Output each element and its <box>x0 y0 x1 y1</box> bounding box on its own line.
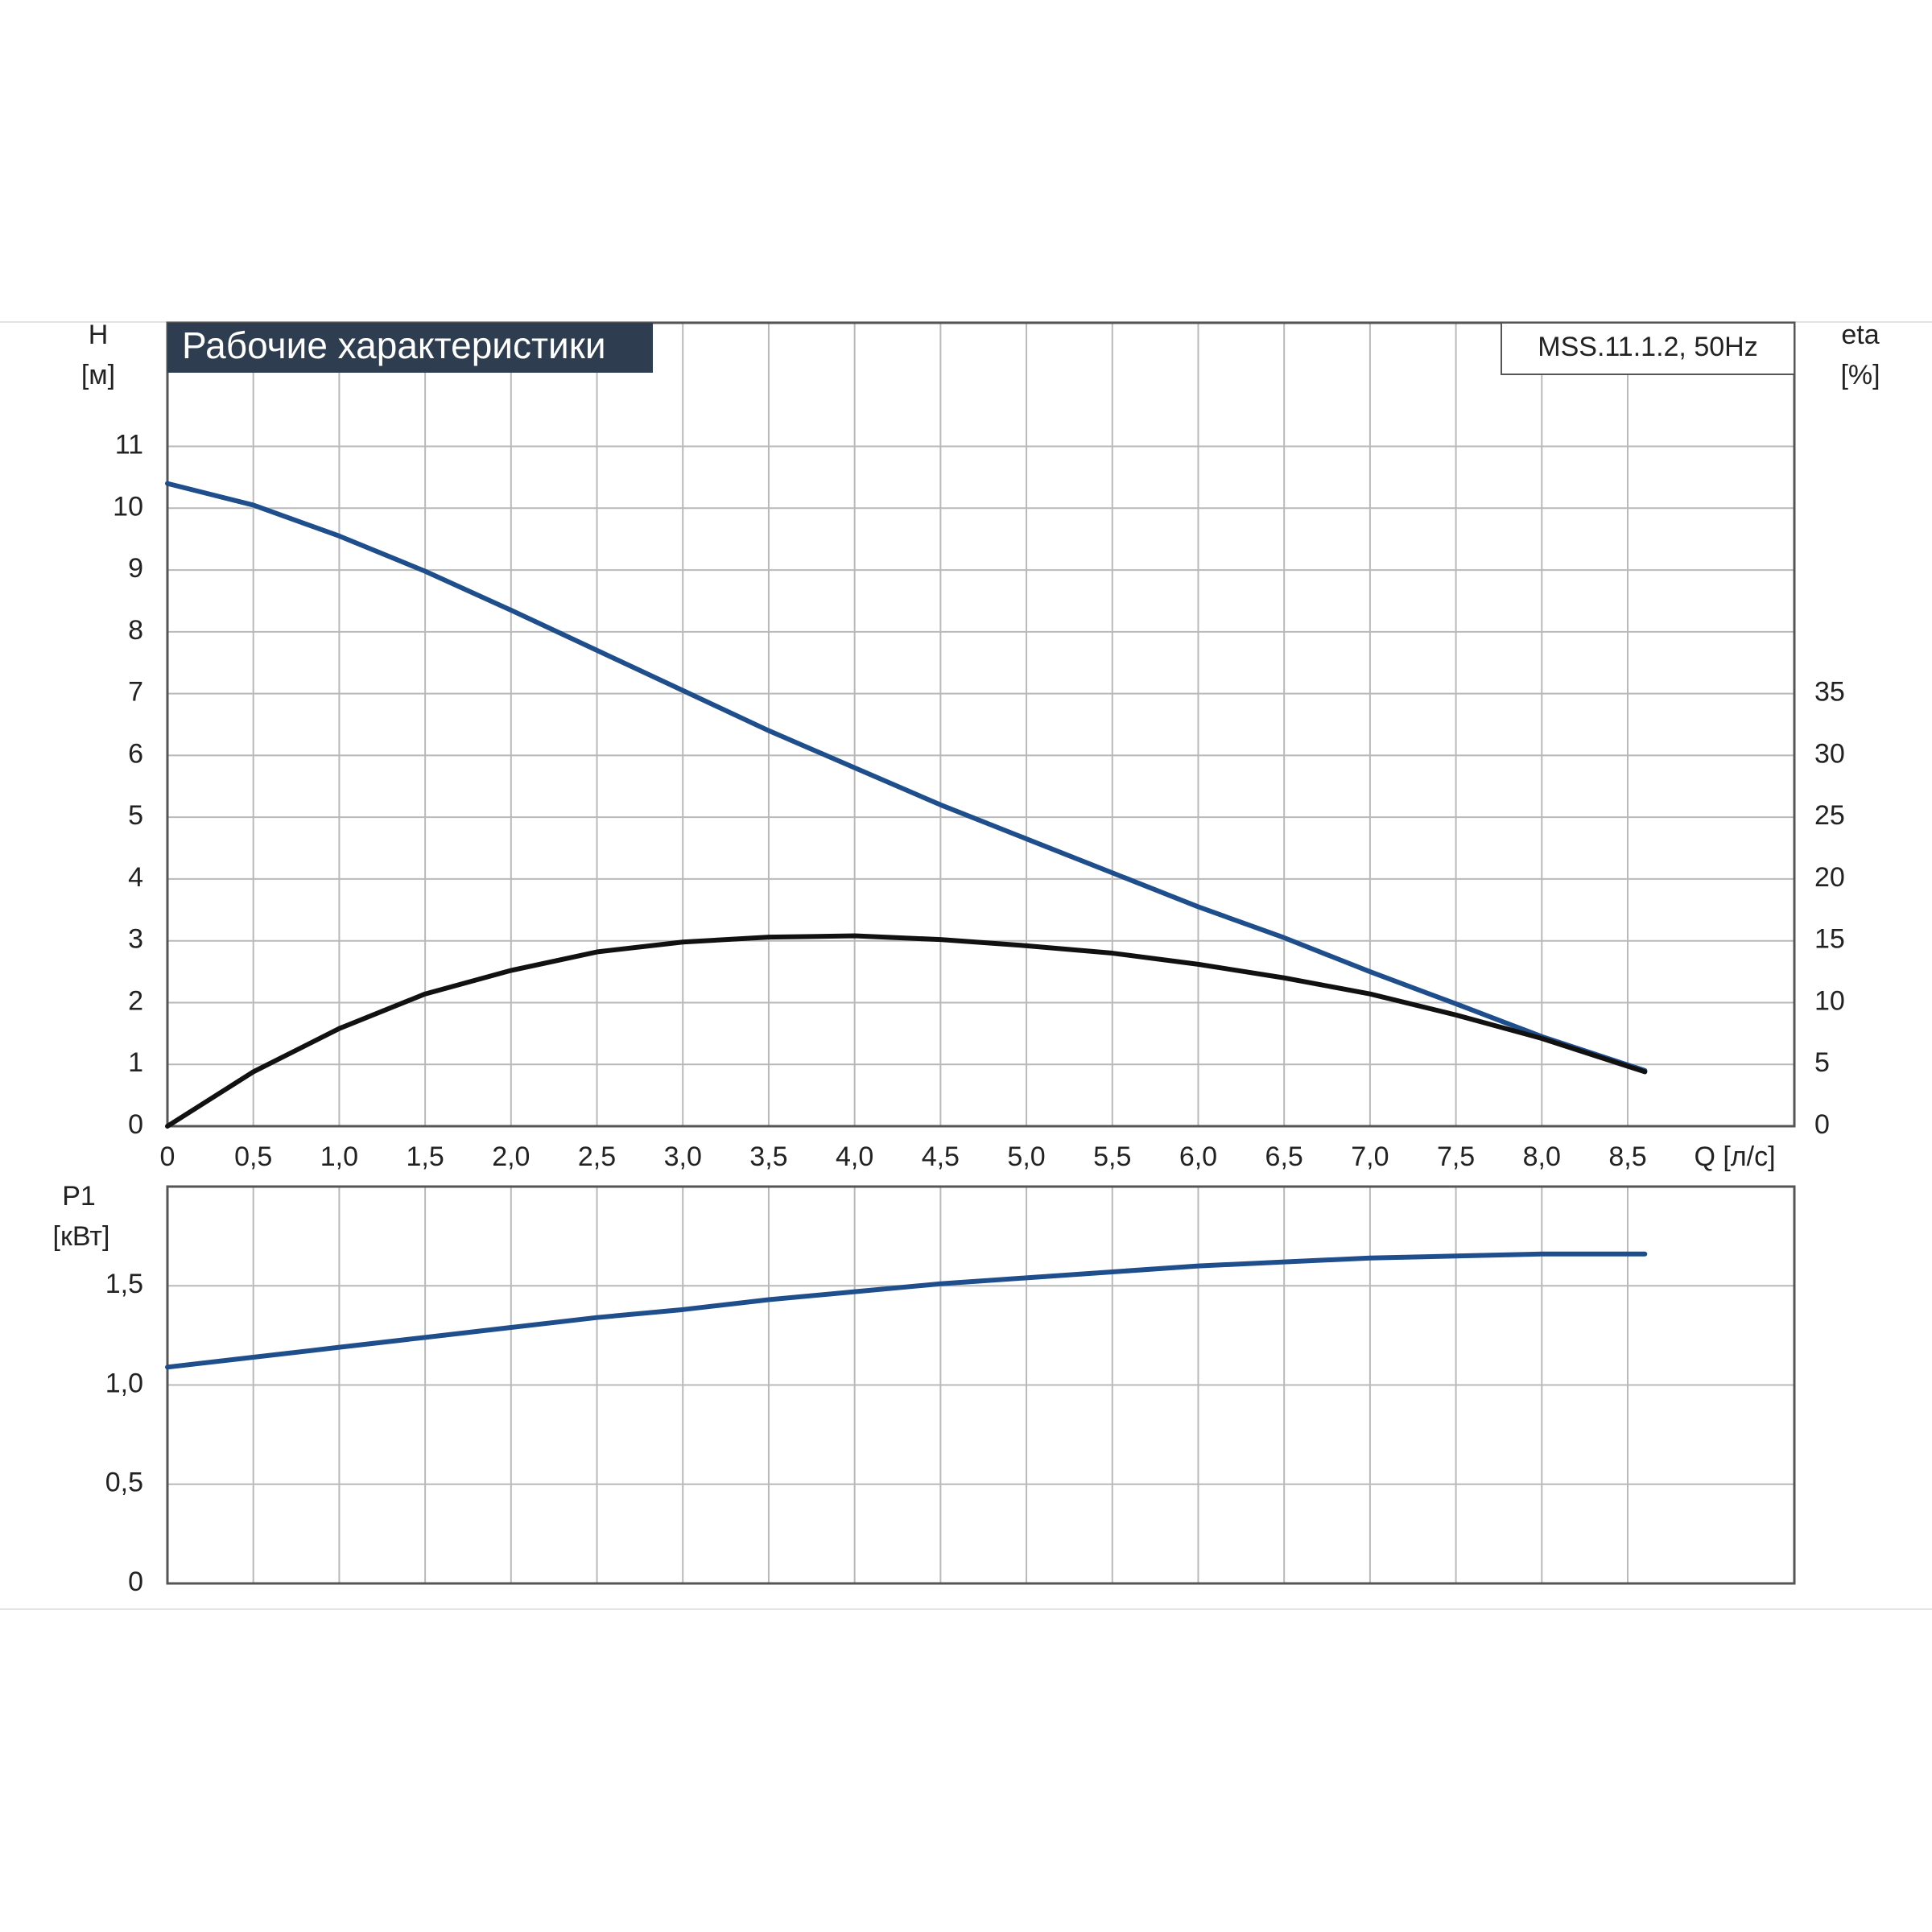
y-tick-label: 1 <box>128 1047 143 1078</box>
x-tick-label: 5,0 <box>1007 1141 1045 1172</box>
y2-tick-label: 20 <box>1814 862 1845 893</box>
x-tick-label: 0,5 <box>234 1141 272 1172</box>
y-tick-label: 8 <box>128 615 143 646</box>
x-tick-label: 6,5 <box>1265 1141 1303 1172</box>
y-tick-label: 1,0 <box>105 1368 143 1398</box>
y-axis-unit: [кВт] <box>53 1221 110 1252</box>
y-tick-label: 0 <box>128 1109 143 1140</box>
model-box <box>1501 322 1795 375</box>
plot-frame <box>166 1185 1796 1585</box>
x-tick-label: 3,0 <box>664 1141 702 1172</box>
x-tick-label: 5,5 <box>1093 1141 1131 1172</box>
y-tick-label: 6 <box>128 738 143 769</box>
x-tick-label: 2,5 <box>578 1141 616 1172</box>
y-tick-label: 4 <box>128 862 143 893</box>
y-tick-label: 2 <box>128 985 143 1016</box>
y2-tick-label: 10 <box>1814 985 1845 1016</box>
series-line <box>165 933 1648 1129</box>
y-tick-label: 11 <box>115 430 143 460</box>
y-tick-label: 9 <box>128 553 143 584</box>
y-tick-label: 0,5 <box>105 1468 143 1498</box>
series-line <box>165 481 1648 1073</box>
x-tick-label: 8,0 <box>1523 1141 1561 1172</box>
x-tick-label: 7,5 <box>1437 1141 1475 1172</box>
y2-tick-label: 30 <box>1814 738 1845 769</box>
y2-tick-label: 15 <box>1814 924 1845 955</box>
x-tick-label: 1,0 <box>320 1141 358 1172</box>
y-tick-label: 1,5 <box>105 1269 143 1299</box>
y-tick-label: 5 <box>128 800 143 831</box>
title-box <box>167 323 653 373</box>
y-tick-label: 10 <box>113 491 143 522</box>
y2-tick-label: 5 <box>1814 1047 1830 1078</box>
x-tick-label: 2,0 <box>492 1141 530 1172</box>
x-tick-label: 1,5 <box>406 1141 444 1172</box>
series-line <box>165 1251 1648 1370</box>
y-tick-label: 7 <box>128 677 143 708</box>
y-tick-label: 0 <box>128 1567 143 1597</box>
y-axis-unit: [м] <box>81 360 115 390</box>
x-tick-label: 3,5 <box>749 1141 787 1172</box>
plot-frame <box>166 321 1796 1128</box>
x-axis-label: Q [л/с] <box>1694 1141 1775 1172</box>
y-tick-label: 3 <box>128 924 143 955</box>
y2-axis-label: eta <box>1841 320 1879 350</box>
model-label: MSS.11.1.2, 50Hz <box>1538 332 1757 362</box>
x-tick-label: 4,0 <box>836 1141 873 1172</box>
x-tick-label: 8,5 <box>1608 1141 1646 1172</box>
x-tick-label: 7,0 <box>1351 1141 1389 1172</box>
y2-tick-label: 35 <box>1814 677 1845 708</box>
x-tick-label: 4,5 <box>922 1141 960 1172</box>
y2-axis-unit: [%] <box>1840 360 1880 390</box>
y2-tick-label: 0 <box>1814 1109 1830 1140</box>
chart-title: Рабочие характеристики <box>182 324 606 366</box>
y-axis-label: P1 <box>62 1181 96 1212</box>
x-tick-label: 0 <box>160 1141 175 1172</box>
y2-tick-label: 25 <box>1814 800 1845 831</box>
y-axis-label: H <box>89 320 109 350</box>
x-tick-label: 6,0 <box>1179 1141 1217 1172</box>
